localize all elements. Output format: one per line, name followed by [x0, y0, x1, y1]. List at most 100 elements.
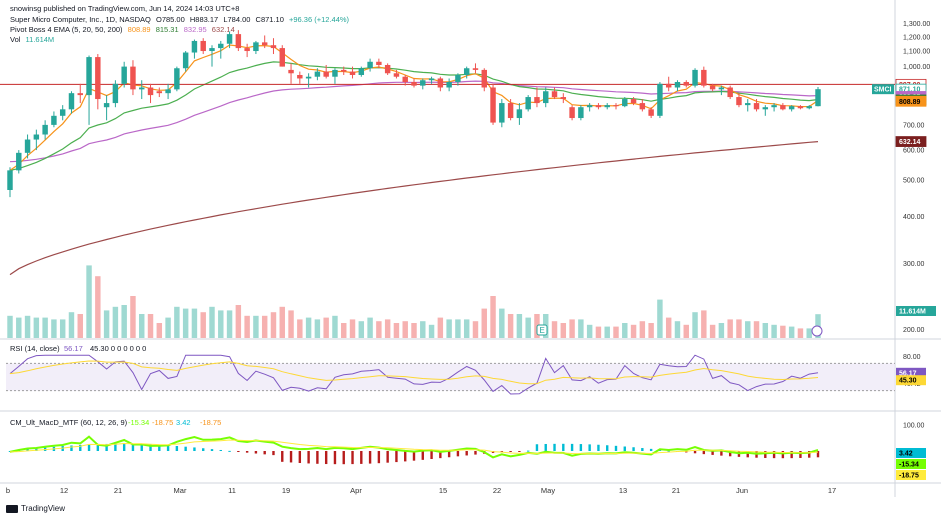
macd-histogram-bar — [70, 445, 73, 451]
price-tick-label: 500.00 — [903, 177, 925, 184]
macd-histogram-bar — [342, 451, 345, 465]
candle-body — [253, 42, 259, 52]
vol-value: 11.614M — [25, 35, 55, 44]
volume-bar — [560, 323, 567, 338]
macd-histogram-bar — [307, 451, 310, 464]
volume-bar — [367, 317, 373, 338]
date-tick-label: 22 — [493, 486, 501, 495]
candle-body — [507, 103, 514, 119]
candle-body — [578, 107, 584, 119]
price-tick-label: 1,300.00 — [903, 21, 930, 28]
candle-body — [174, 68, 180, 90]
candle-body — [165, 89, 171, 94]
macd-legend-value: -18.75 — [200, 418, 221, 427]
macd-histogram-bar — [404, 451, 407, 462]
macd-histogram-bar — [693, 451, 697, 454]
footer-brand[interactable]: TradingView — [6, 504, 65, 513]
macd-histogram-bar — [386, 451, 389, 463]
macd-histogram-bar — [316, 451, 319, 464]
rsi-value-label: 56.17 — [64, 344, 83, 353]
macd-histogram-bar — [289, 451, 293, 463]
macd-histogram-bar — [606, 445, 609, 451]
volume-bar — [472, 321, 479, 338]
rsi-ma-badge — [896, 375, 926, 386]
candle-body — [279, 48, 285, 67]
ema-legend[interactable]: Pivot Boss 4 EMA (5, 20, 50, 200) 808.89… — [10, 25, 238, 35]
macd-histogram-bar — [87, 444, 91, 451]
alert-bolt-icon — [811, 325, 823, 337]
candle-body — [393, 73, 400, 77]
candle-body — [613, 105, 619, 107]
candle-body — [297, 74, 303, 79]
macd-histogram-bar — [579, 444, 583, 451]
volume-bar — [200, 312, 206, 338]
candle-body — [472, 68, 479, 70]
volume-bar — [780, 325, 786, 338]
volume-bar — [665, 317, 672, 338]
macd-histogram-bar — [210, 449, 214, 451]
candle-body — [753, 103, 760, 110]
symbol-title: Super Micro Computer, Inc., 1D, NASDAQ — [10, 15, 151, 24]
volume-bar — [516, 314, 523, 338]
volume-badge — [896, 306, 936, 316]
candle-body — [130, 66, 136, 90]
volume-bar — [604, 326, 610, 338]
ema20-line — [9, 61, 819, 171]
macd-histogram-bar — [799, 451, 802, 458]
candle-body — [543, 91, 549, 104]
macd-histogram-bar — [764, 451, 767, 458]
volume-legend[interactable]: Vol 11.614M — [10, 35, 57, 45]
price-badge — [895, 95, 927, 107]
volume-bar — [226, 310, 233, 338]
macd-signal-line — [9, 439, 819, 455]
volume-bar — [437, 317, 444, 338]
volume-bar — [551, 321, 558, 338]
volume-bar — [323, 317, 329, 338]
volume-bar — [51, 319, 57, 338]
symbol-legend: Super Micro Computer, Inc., 1D, NASDAQ O… — [10, 15, 352, 25]
macd-legend-value: 3.42 — [176, 418, 191, 427]
macd-histogram-bar — [166, 445, 170, 451]
macd-histogram-bar — [553, 443, 556, 451]
macd-histogram-bar — [228, 450, 231, 452]
volume-bar — [402, 321, 408, 338]
macd-histogram-bar — [526, 450, 530, 452]
volume-bar — [42, 317, 48, 338]
macd-histogram-bar — [447, 451, 451, 458]
candle-body — [323, 71, 329, 77]
volume-bar — [165, 317, 171, 338]
ema200-line — [9, 141, 819, 276]
volume-bar — [657, 299, 663, 338]
candle-body — [288, 69, 294, 74]
candle-body — [780, 105, 786, 110]
macd-histogram-bar — [245, 451, 249, 453]
candle-body — [420, 80, 426, 86]
volume-bar — [578, 319, 584, 338]
macd-histogram-bar — [509, 451, 512, 452]
vol-label: Vol — [10, 35, 21, 44]
macd-histogram-bar — [720, 451, 723, 456]
candle-body — [797, 106, 804, 109]
macd-histogram-bar — [728, 451, 732, 457]
volume-bar — [24, 315, 31, 338]
rsi-ma-line — [9, 360, 819, 385]
volume-bar — [279, 306, 285, 338]
rsi-title: RSI (14, close) — [10, 344, 60, 353]
volume-bar — [622, 323, 628, 338]
macd-histogram-bar — [35, 448, 38, 451]
candle-body — [270, 45, 277, 49]
volume-bar — [244, 315, 250, 338]
macd-histogram-bar — [465, 451, 468, 456]
macd-histogram-bar — [421, 451, 424, 460]
volume-bar — [209, 306, 215, 338]
volume-bar — [718, 323, 725, 338]
candle-body — [332, 69, 338, 77]
price-tick-label: 700.00 — [903, 122, 925, 129]
volume-bar — [806, 328, 812, 338]
price-tick-label: 1,100.00 — [903, 49, 930, 56]
candle-body — [463, 68, 470, 75]
macd-histogram-bar — [474, 451, 477, 455]
candle-body — [95, 57, 101, 100]
candle-body — [428, 78, 435, 81]
